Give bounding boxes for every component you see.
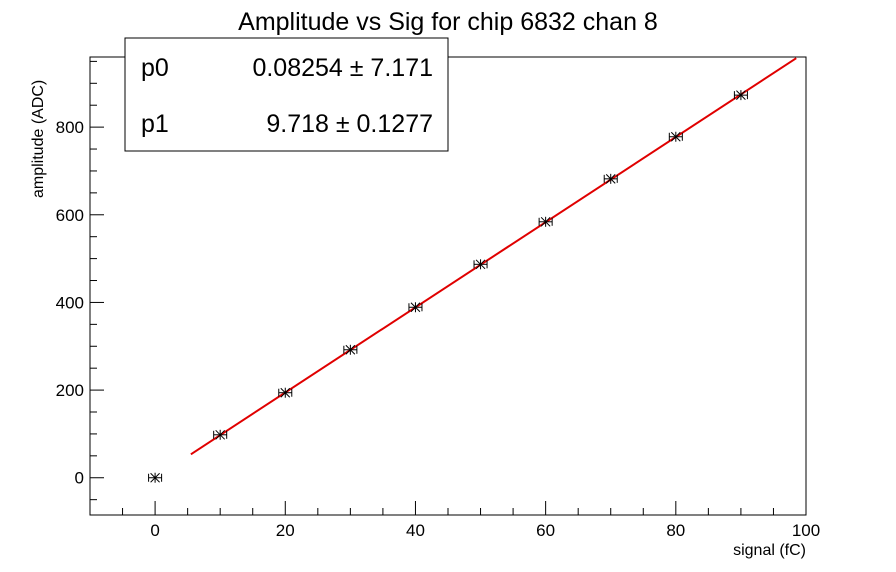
fit-stats-box: p0 0.08254 ± 7.171 p1 9.718 ± 0.1277: [124, 37, 449, 152]
stats-box-frame: [124, 37, 449, 152]
fit-layer: [190, 57, 797, 456]
y-tick-label: 400: [56, 293, 84, 312]
data-points: [148, 90, 748, 483]
data-point: [733, 90, 748, 101]
y-tick-label: 800: [56, 118, 84, 137]
x-tick-label: 20: [276, 521, 295, 540]
y-tick-label: 0: [75, 469, 84, 488]
y-tick-label: 200: [56, 381, 84, 400]
data-point: [278, 387, 293, 398]
x-axis-title: signal (fC): [733, 542, 806, 559]
chart-title: Amplitude vs Sig for chip 6832 chan 8: [238, 8, 658, 36]
y-tick-label: 600: [56, 206, 84, 225]
x-tick-label: 40: [406, 521, 425, 540]
x-tick-label: 60: [536, 521, 555, 540]
fit-line: [190, 57, 797, 456]
data-point: [538, 216, 553, 227]
data-point: [213, 429, 228, 440]
x-tick-label: 0: [150, 521, 159, 540]
data-point: [343, 344, 358, 355]
stat-p1-value: 9.718 ± 0.1277: [266, 110, 433, 138]
x-axis: 0 20 40 60 80 100: [89, 501, 820, 540]
data-point: [148, 472, 163, 483]
stat-p0-name: p0: [141, 54, 169, 82]
data-point: [473, 259, 488, 270]
y-axis: 0 200 400 600 800: [56, 60, 104, 501]
data-point: [408, 302, 423, 313]
data-point: [668, 131, 683, 142]
data-point: [603, 173, 618, 184]
x-tick-label: 80: [666, 521, 685, 540]
stat-p0-value: 0.08254 ± 7.171: [252, 54, 433, 82]
x-tick-label: 100: [792, 521, 820, 540]
y-axis-title: amplitude (ADC): [30, 80, 47, 198]
stat-p1-name: p1: [141, 110, 169, 138]
